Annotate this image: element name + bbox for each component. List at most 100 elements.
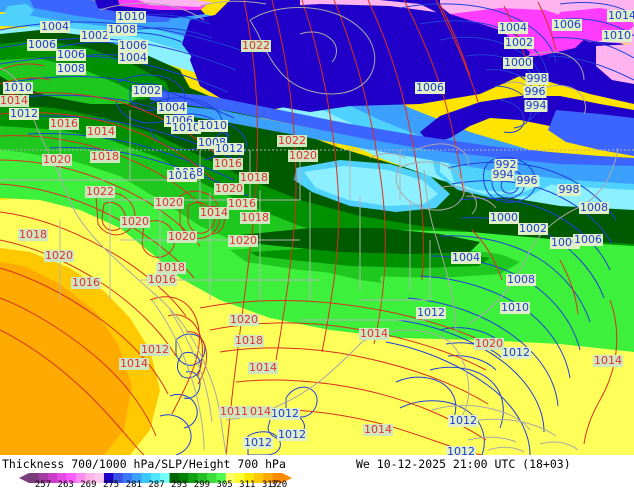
thickness-contour-label: 1020 xyxy=(42,153,72,166)
thickness-contour-label: 1020 xyxy=(120,215,150,228)
thickness-contour-label: 1014 xyxy=(199,206,229,219)
thickness-contour-label: 1018 xyxy=(240,211,270,224)
color-swatch xyxy=(169,473,180,483)
color-scale-low-arrow xyxy=(19,473,29,483)
color-swatch xyxy=(263,473,274,483)
color-swatch xyxy=(235,473,246,483)
slp-contour-label: 1010 xyxy=(3,81,33,94)
thickness-contour-label: 1022 xyxy=(277,134,307,147)
thickness-contour-label: 1014 xyxy=(363,423,393,436)
slp-contour-label: 1008 xyxy=(56,62,86,75)
color-scale-ticks: 257 263 269 275 281 287 293 299 305 311 317 320 xyxy=(0,480,634,490)
valid-time: We 10-12-2025 21:00 UTC (18+03) xyxy=(356,457,571,471)
map-canvas[interactable]: 1004 1006 1002 1010 1008 1006 1008 1006 1004 1010… xyxy=(0,0,634,455)
color-swatch xyxy=(253,473,264,483)
color-scale-tick-label: 257 xyxy=(34,480,52,490)
color-scale-swatches xyxy=(19,473,292,483)
thickness-contour-label: 1020 xyxy=(288,149,318,162)
slp-contour-label: 1012 xyxy=(277,428,307,441)
color-scale-high-arrow xyxy=(282,473,292,483)
slp-contour-label: 1006 xyxy=(550,236,580,249)
thickness-contour-label: 1014 xyxy=(359,327,389,340)
slp-contour-label: 1004 xyxy=(40,20,70,33)
slp-contour-label: 1016 xyxy=(167,169,197,182)
color-scale-tick-label: 311 xyxy=(239,480,256,490)
thickness-contour-label: 1018 xyxy=(234,334,264,347)
color-swatch xyxy=(47,473,58,483)
slp-contour-label: 1012 xyxy=(9,107,39,120)
color-swatch xyxy=(244,473,255,483)
slp-contour-label: 1008 xyxy=(107,23,137,36)
color-swatch xyxy=(207,473,218,483)
slp-contour-label: 998 xyxy=(557,183,581,196)
slp-contour-label: 996 xyxy=(523,85,547,98)
color-swatch xyxy=(122,473,133,483)
slp-contour-label: 1006 xyxy=(573,233,603,246)
thickness-contour-label: 1022 xyxy=(85,185,115,198)
color-scale-tick-label: 317 xyxy=(261,480,279,490)
thickness-contour-label: 1020 xyxy=(44,249,74,262)
color-scale-tick-label: 287 xyxy=(148,480,165,490)
thickness-contour-label: 1020 xyxy=(214,182,244,195)
slp-contour-label: 996 xyxy=(515,174,539,187)
thickness-contour-label: 1018 xyxy=(18,228,48,241)
color-swatch xyxy=(272,473,283,483)
footer-bar: Thickness 700/1000 hPa/SLP/Height 700 hP… xyxy=(0,455,634,490)
thickness-contour-label: 1012 xyxy=(140,343,170,356)
thickness-contour-label: 1020 xyxy=(474,337,504,350)
color-scale-tick-label: 305 xyxy=(216,480,233,490)
color-scale-tick-label: 269 xyxy=(80,480,97,490)
color-swatch xyxy=(132,473,143,483)
color-swatch xyxy=(216,473,227,483)
thickness-contour-label: 1016 xyxy=(213,157,243,170)
color-swatch xyxy=(141,473,152,483)
slp-contour-label: 1010 xyxy=(116,10,146,23)
thickness-contour-label: 1022 xyxy=(241,39,271,52)
slp-contour-label: 1006 xyxy=(27,38,57,51)
slp-contour-label: 1012 xyxy=(243,436,273,449)
slp-contour-label: 1004 xyxy=(498,21,528,34)
slp-contour-label: 1012 xyxy=(446,446,476,455)
color-swatch xyxy=(225,473,236,483)
thickness-contour-label: 1020 xyxy=(229,313,259,326)
color-swatch xyxy=(113,473,124,483)
thickness-contour-label: 1014 xyxy=(593,354,623,367)
color-swatch xyxy=(150,473,161,483)
color-scale xyxy=(0,472,634,490)
color-scale-tick-label: 281 xyxy=(125,480,142,490)
color-swatch xyxy=(85,473,96,483)
color-swatch xyxy=(178,473,189,483)
slp-contour-label: 992 xyxy=(494,158,518,171)
slp-contour-label: 1010 xyxy=(500,301,530,314)
thickness-contour-label: 1011 xyxy=(219,405,249,418)
thickness-contour-label: 1016 xyxy=(227,197,257,210)
color-swatch xyxy=(75,473,86,483)
slp-contour-label: 1014 xyxy=(607,10,634,22)
slp-contour-label: 994 xyxy=(491,168,515,181)
slp-contour-label: 1012 xyxy=(214,142,244,155)
slp-contour-label: 998 xyxy=(525,72,549,85)
thickness-contour-label: 1016 xyxy=(147,273,177,286)
color-swatch xyxy=(94,473,105,483)
color-scale-tick-label: 320 xyxy=(270,480,288,490)
color-scale-tick-label: 263 xyxy=(57,480,74,490)
slp-contour-label: 1002 xyxy=(80,29,110,42)
slp-contour-label: 1010 xyxy=(602,29,632,42)
slp-contour-label: 1012 xyxy=(448,414,478,427)
thickness-contour-label: 1014 xyxy=(0,94,29,107)
slp-contour-label: 1002 xyxy=(518,222,548,235)
slp-contour-label: 1006 xyxy=(552,18,582,31)
product-title: Thickness 700/1000 hPa/SLP/Height 700 hP… xyxy=(2,457,286,471)
slp-contour-label: 1012 xyxy=(270,407,300,420)
thickness-contours xyxy=(0,0,618,455)
slp-contour-label: 994 xyxy=(524,99,548,112)
slp-contour-label: 1004 xyxy=(118,51,148,64)
slp-contour-label: 1010 xyxy=(198,119,228,132)
slp-contour-label: 1012 xyxy=(501,346,531,359)
thickness-contour-label: 1020 xyxy=(228,234,258,247)
slp-contour-label: 1008 xyxy=(579,201,609,214)
color-scale-tick-label: 275 xyxy=(102,480,120,490)
thickness-contour-label: 1020 xyxy=(167,230,197,243)
thickness-contour-label: 1014 xyxy=(86,125,116,138)
